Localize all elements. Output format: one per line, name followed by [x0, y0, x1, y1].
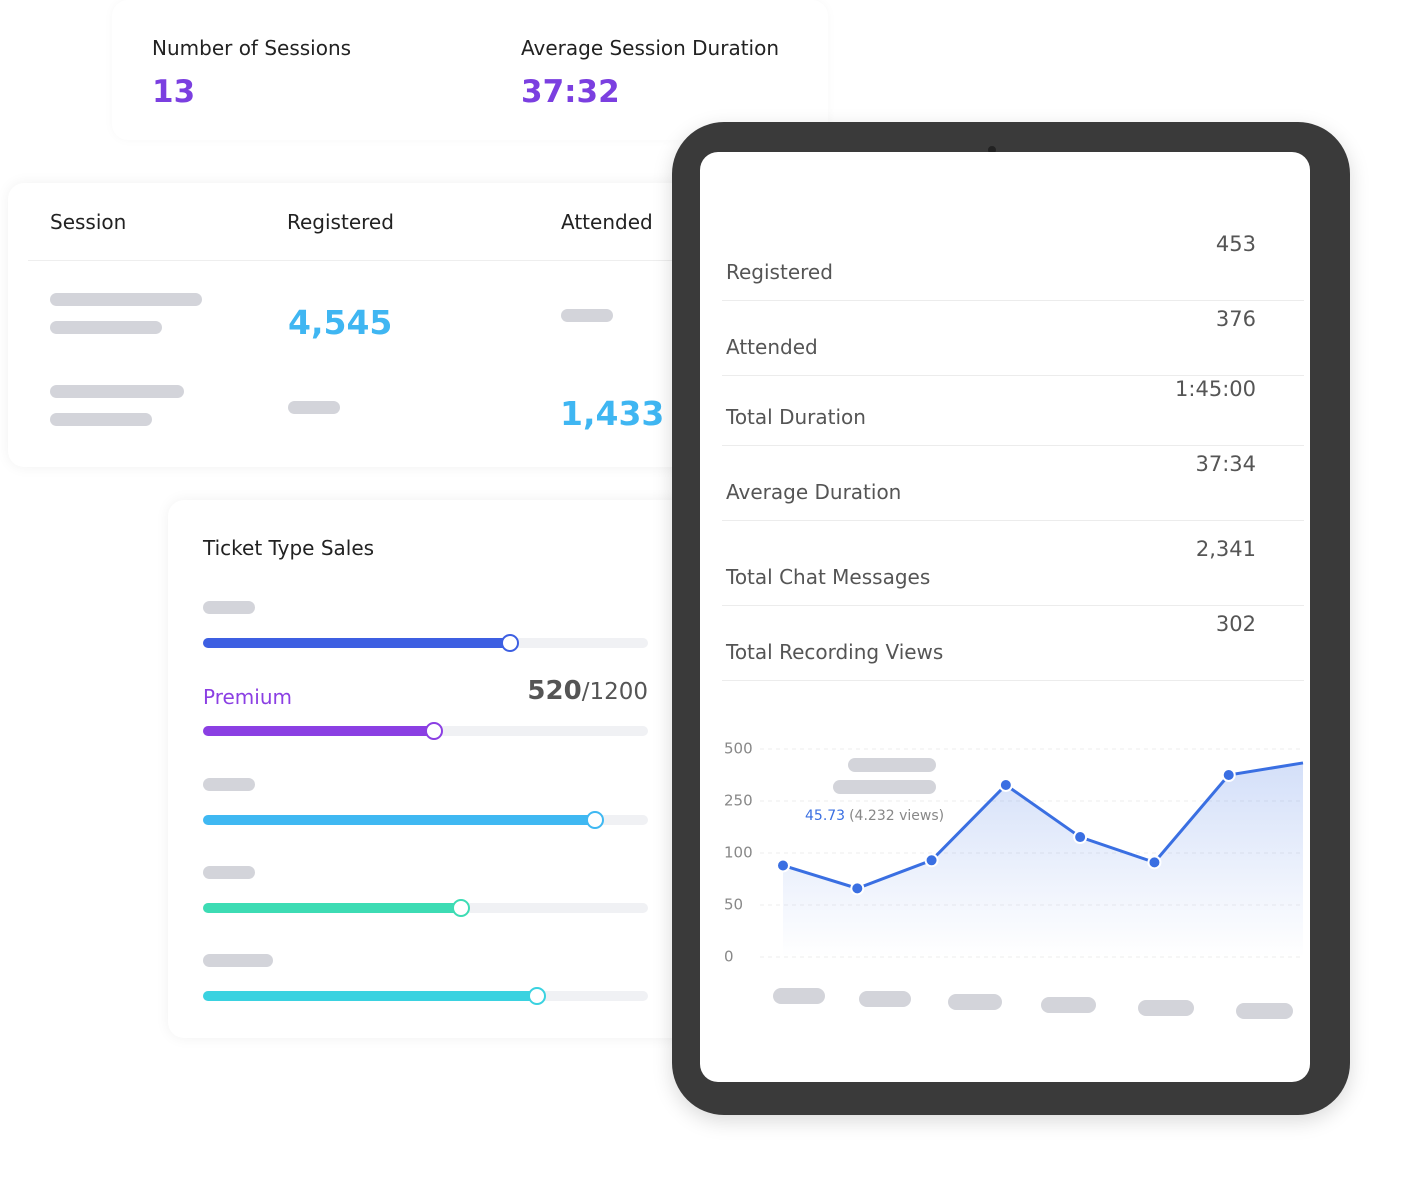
- y-tick-label: 250: [724, 792, 753, 810]
- metric-label: Average Duration: [726, 480, 902, 504]
- point: [850, 881, 865, 896]
- ticket-name: Premium: [203, 685, 292, 709]
- progress-bar: [203, 638, 511, 648]
- x-placeholder: [1138, 1000, 1194, 1016]
- metric-label: Total Chat Messages: [726, 565, 931, 589]
- placeholder: [203, 778, 255, 791]
- metric-label: Attended: [726, 335, 818, 359]
- row-divider: [722, 445, 1304, 446]
- metric-value: 1:45:00: [1175, 377, 1256, 401]
- y-tick-label: 100: [724, 844, 753, 862]
- stats-card: Number of Sessions 13 Average Session Du…: [112, 0, 828, 140]
- stat-value: 13: [152, 74, 196, 110]
- point: [1147, 855, 1162, 870]
- knob: [585, 811, 604, 829]
- row-divider: [722, 300, 1304, 301]
- stat-label: Average Session Duration: [521, 36, 780, 60]
- divider: [28, 260, 688, 261]
- stat-label: Number of Sessions: [152, 36, 352, 60]
- placeholder: [848, 758, 936, 772]
- placeholder: [833, 780, 936, 794]
- knob: [452, 899, 471, 917]
- row-divider: [722, 680, 1304, 681]
- line: [782, 761, 1304, 890]
- metric-value: 302: [1215, 612, 1256, 636]
- card-title: Ticket Type Sales: [203, 536, 375, 560]
- point: [998, 777, 1013, 792]
- progress-bar: [203, 903, 462, 913]
- x-placeholder: [859, 991, 911, 1007]
- placeholder: [203, 601, 255, 614]
- row-divider: [722, 375, 1304, 376]
- stat-value: 37:32: [521, 74, 620, 110]
- y-tick-label: 500: [724, 740, 753, 758]
- placeholder: [50, 413, 152, 426]
- sessions-card: Session Registered Attended 4,545 1,433: [8, 183, 708, 467]
- point: [776, 858, 790, 873]
- registered-value: 4,545: [288, 303, 393, 342]
- row-divider: [722, 520, 1304, 521]
- attended-value: 1,433: [560, 394, 665, 433]
- annotation: 45.73 (4.232 views): [805, 808, 944, 824]
- point: [924, 853, 939, 868]
- metric-label: Total Duration: [726, 405, 866, 429]
- progress-bar: [203, 991, 537, 1001]
- sold: 520: [527, 676, 582, 706]
- metric-value: 376: [1215, 307, 1256, 331]
- x-placeholder: [1041, 997, 1096, 1013]
- placeholder: [203, 954, 273, 967]
- point: [1073, 830, 1088, 845]
- y-tick-label: 0: [724, 948, 734, 966]
- column-header: Session: [50, 210, 127, 234]
- x-placeholder: [1236, 1003, 1293, 1019]
- knob: [501, 634, 520, 652]
- row-divider: [722, 605, 1304, 606]
- camera: [988, 146, 996, 154]
- area: [783, 762, 1303, 957]
- placeholder: [288, 401, 340, 414]
- placeholder: [50, 321, 162, 334]
- point: [1221, 768, 1236, 782]
- knob: [425, 722, 444, 740]
- y-tick-label: 50: [724, 896, 743, 914]
- ticket-count: 520/1200: [527, 676, 648, 706]
- metric-value: 2,341: [1195, 537, 1256, 561]
- placeholder: [50, 293, 202, 306]
- knob: [527, 987, 546, 1005]
- x-placeholder: [773, 988, 825, 1004]
- progress-bar: [203, 815, 595, 825]
- annotation-note: (4.232 views): [849, 808, 944, 824]
- x-placeholder: [948, 994, 1002, 1010]
- column-header: Attended: [561, 210, 653, 234]
- metric-value: 453: [1215, 232, 1256, 256]
- column-header: Registered: [287, 210, 394, 234]
- placeholder: [50, 385, 184, 398]
- ticket-card: Ticket Type Sales Premium 520/1200: [168, 500, 708, 1038]
- progress-bar: [203, 726, 435, 736]
- placeholder: [203, 866, 255, 879]
- capacity: /1200: [581, 679, 648, 705]
- metric-label: Registered: [726, 260, 833, 284]
- metric-label: Total Recording Views: [726, 640, 944, 664]
- placeholder: [561, 309, 613, 322]
- metric-value: 37:34: [1195, 452, 1256, 476]
- annotation-value: 45.73: [805, 808, 845, 824]
